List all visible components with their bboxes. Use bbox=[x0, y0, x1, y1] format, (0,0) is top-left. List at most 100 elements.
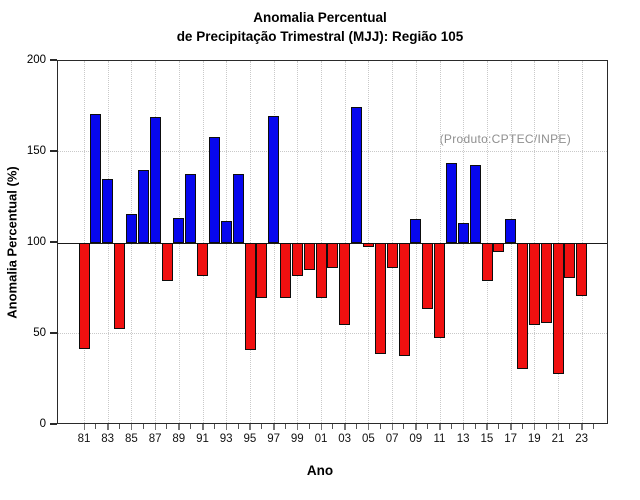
bar-01 bbox=[315, 243, 327, 298]
y-tick bbox=[50, 59, 57, 61]
y-tick-label: 200 bbox=[26, 53, 46, 66]
x-tick bbox=[320, 424, 322, 430]
x-tick bbox=[237, 424, 239, 429]
gridline-vertical bbox=[297, 61, 299, 423]
y-tick bbox=[50, 423, 57, 425]
bar-89 bbox=[173, 217, 185, 243]
x-tick bbox=[83, 424, 85, 430]
gridline-vertical bbox=[249, 61, 251, 423]
bar-95 bbox=[244, 243, 256, 351]
x-tick bbox=[521, 424, 523, 429]
gridline-vertical bbox=[581, 61, 583, 423]
x-tick bbox=[498, 424, 500, 429]
x-tick bbox=[391, 424, 394, 430]
bar-14 bbox=[469, 164, 481, 243]
gridline-vertical bbox=[439, 61, 441, 423]
x-tick bbox=[510, 424, 512, 430]
x-tick-label: 91 bbox=[196, 433, 209, 445]
x-tick bbox=[581, 424, 583, 430]
bar-85 bbox=[126, 213, 137, 243]
x-tick bbox=[249, 424, 251, 430]
x-tick bbox=[190, 424, 192, 429]
gridline-vertical bbox=[321, 61, 322, 423]
x-tick bbox=[545, 424, 547, 429]
bar-00 bbox=[303, 243, 315, 271]
plot-area: (Produto:CPTEC/INPE) bbox=[57, 60, 608, 424]
x-tick-label: 97 bbox=[267, 433, 280, 445]
gridline-vertical bbox=[558, 61, 559, 423]
x-tick-label: 93 bbox=[219, 433, 233, 445]
x-tick-label: 09 bbox=[409, 433, 423, 445]
x-tick-label: 85 bbox=[124, 433, 138, 445]
bar-98 bbox=[280, 243, 292, 298]
y-tick bbox=[50, 332, 57, 334]
y-tick-label: 50 bbox=[33, 326, 46, 339]
x-tick bbox=[439, 424, 441, 430]
bar-92 bbox=[208, 137, 220, 243]
x-tick-label: 89 bbox=[172, 433, 186, 445]
y-tick-label: 0 bbox=[39, 417, 46, 430]
x-tick-label: 11 bbox=[433, 433, 446, 445]
x-tick-label: 13 bbox=[456, 433, 470, 445]
source-annotation: (Produto:CPTEC/INPE) bbox=[439, 132, 571, 146]
x-tick bbox=[557, 424, 559, 430]
x-tick bbox=[225, 424, 228, 430]
x-tick bbox=[284, 424, 286, 429]
x-tick bbox=[95, 424, 97, 429]
x-tick bbox=[356, 424, 358, 429]
bar-23 bbox=[576, 243, 588, 296]
x-tick bbox=[593, 424, 595, 429]
x-axis-label: Ano bbox=[306, 463, 334, 478]
x-tick bbox=[379, 424, 381, 429]
bar-20 bbox=[540, 243, 552, 324]
x-tick bbox=[154, 424, 157, 430]
x-tick bbox=[403, 424, 405, 429]
bar-97 bbox=[268, 115, 280, 243]
x-tick-label: 17 bbox=[504, 433, 517, 445]
y-tick-label: 150 bbox=[26, 144, 46, 157]
bar-04 bbox=[351, 106, 363, 243]
x-tick bbox=[415, 424, 417, 430]
gridline-vertical bbox=[202, 61, 204, 423]
x-tick bbox=[569, 424, 571, 429]
bar-87 bbox=[149, 117, 161, 243]
bar-83 bbox=[102, 179, 114, 243]
x-tick bbox=[344, 424, 346, 430]
x-tick bbox=[119, 424, 121, 429]
bar-15 bbox=[481, 243, 493, 282]
bar-17 bbox=[505, 219, 517, 243]
x-tick-label: 07 bbox=[385, 433, 399, 445]
gridline-vertical bbox=[486, 61, 488, 423]
x-tick bbox=[107, 424, 109, 430]
bar-07 bbox=[386, 243, 398, 269]
x-tick bbox=[450, 424, 452, 429]
x-tick-label: 21 bbox=[551, 433, 565, 445]
y-tick-label: 100 bbox=[26, 235, 46, 248]
bar-91 bbox=[197, 243, 209, 276]
gridline-vertical bbox=[368, 61, 370, 423]
gridline-vertical bbox=[84, 61, 85, 423]
x-tick-label: 23 bbox=[575, 433, 589, 445]
x-tick-label: 19 bbox=[527, 433, 541, 445]
x-tick-label: 03 bbox=[338, 433, 352, 445]
x-tick-label: 99 bbox=[290, 433, 304, 445]
bar-93 bbox=[220, 221, 232, 243]
x-tick bbox=[142, 424, 144, 429]
x-tick bbox=[202, 424, 204, 430]
bar-84 bbox=[114, 243, 126, 329]
bar-16 bbox=[493, 243, 505, 253]
x-tick-label: 81 bbox=[77, 433, 91, 445]
bar-82 bbox=[90, 113, 102, 243]
bar-09 bbox=[410, 219, 422, 243]
x-tick bbox=[474, 424, 476, 429]
bar-11 bbox=[434, 243, 446, 338]
x-tick bbox=[308, 424, 310, 429]
bar-10 bbox=[422, 243, 434, 309]
x-tick bbox=[166, 424, 168, 429]
x-tick-label: 83 bbox=[101, 433, 115, 445]
bar-21 bbox=[552, 243, 564, 375]
x-tick bbox=[261, 424, 263, 429]
x-tick-label: 05 bbox=[361, 433, 375, 445]
x-tick bbox=[486, 424, 488, 430]
